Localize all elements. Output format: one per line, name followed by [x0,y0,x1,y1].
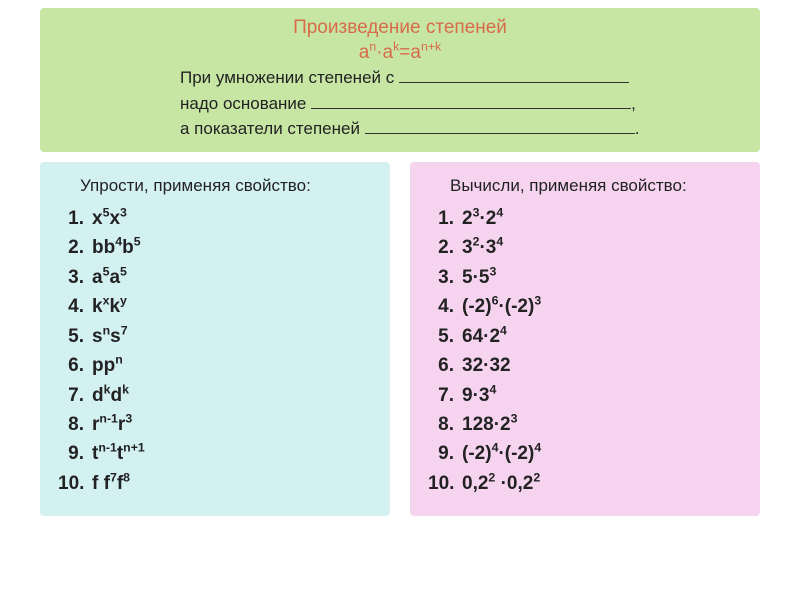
sub2-suffix: , [631,94,636,113]
blank-2 [311,92,631,109]
item-number: 7. [428,381,462,410]
sub-line-1: При умножении степеней с [180,65,740,91]
item-number: 9. [58,439,92,468]
item-number: 1. [428,204,462,233]
item-expression: rn-1r3 [92,410,132,439]
item-expression: (-2)6·(-2)3 [462,292,541,321]
sub2-prefix: надо основание [180,94,311,113]
list-item: 7.dkdk [58,381,372,410]
item-expression: (-2)4·(-2)4 [462,439,541,468]
item-expression: 64·24 [462,322,507,351]
sub1-prefix: При умножении степеней с [180,68,399,87]
item-expression: 9·34 [462,381,496,410]
list-item: 5.64·24 [428,322,742,351]
title-line2: an·ak=an+k [359,42,441,63]
item-number: 2. [428,233,462,262]
list-item: 4.kxky [58,292,372,321]
item-number: 4. [58,292,92,321]
item-expression: dkdk [92,381,129,410]
sub3-suffix: . [635,119,640,138]
list-item: 3.a5a5 [58,263,372,292]
item-number: 8. [428,410,462,439]
item-expression: a5a5 [92,263,127,292]
header-sub: При умножении степеней с надо основание … [60,65,740,142]
item-expression: kxky [92,292,127,321]
left-title: Упрости, применяя свойство: [58,176,372,196]
item-number: 10. [428,469,462,498]
item-expression: 32·32 [462,351,511,380]
list-item: 1.23·24 [428,204,742,233]
list-item: 2.bb4b5 [58,233,372,262]
item-expression: 5·53 [462,263,496,292]
item-number: 9. [428,439,462,468]
item-expression: ppn [92,351,123,380]
item-number: 6. [428,351,462,380]
item-number: 8. [58,410,92,439]
item-expression: 23·24 [462,204,503,233]
item-number: 4. [428,292,462,321]
list-item: 8.128·23 [428,410,742,439]
blank-3 [365,117,635,134]
right-column: Вычисли, применяя свойство: 1.23·242.32·… [410,162,760,516]
item-number: 1. [58,204,92,233]
item-expression: sns7 [92,322,128,351]
list-item: 9.(-2)4·(-2)4 [428,439,742,468]
list-item: 10.0,22 ·0,22 [428,469,742,498]
sub-line-3: а показатели степеней . [180,116,740,142]
item-number: 2. [58,233,92,262]
item-number: 5. [58,322,92,351]
item-number: 7. [58,381,92,410]
right-title: Вычисли, применяя свойство: [428,176,742,196]
list-item: 5.sns7 [58,322,372,351]
list-item: 6.32·32 [428,351,742,380]
header-title: Произведение степеней an·ak=an+k [60,16,740,65]
item-expression: 0,22 ·0,22 [462,469,540,498]
item-expression: 32·34 [462,233,503,262]
list-item: 1.x5x3 [58,204,372,233]
item-expression: 128·23 [462,410,517,439]
list-item: 10.f f7f8 [58,469,372,498]
item-expression: x5x3 [92,204,127,233]
item-expression: bb4b5 [92,233,141,262]
sub3-prefix: а показатели степеней [180,119,365,138]
list-item: 2.32·34 [428,233,742,262]
item-number: 5. [428,322,462,351]
list-item: 7.9·34 [428,381,742,410]
left-column: Упрости, применяя свойство: 1.x5x32.bb4b… [40,162,390,516]
left-list: 1.x5x32.bb4b53.a5a54.kxky5.sns76.ppn7.dk… [58,204,372,498]
list-item: 4.(-2)6·(-2)3 [428,292,742,321]
item-expression: tn-1tn+1 [92,439,145,468]
columns: Упрости, применяя свойство: 1.x5x32.bb4b… [0,158,800,526]
item-number: 3. [428,263,462,292]
list-item: 9.tn-1tn+1 [58,439,372,468]
list-item: 3.5·53 [428,263,742,292]
item-number: 6. [58,351,92,380]
sub-line-2: надо основание , [180,91,740,117]
header-box: Произведение степеней an·ak=an+k При умн… [40,8,760,152]
list-item: 8.rn-1r3 [58,410,372,439]
item-number: 10. [58,469,92,498]
list-item: 6.ppn [58,351,372,380]
item-number: 3. [58,263,92,292]
title-line1: Произведение степеней [293,17,507,38]
item-expression: f f7f8 [92,469,130,498]
blank-1 [399,66,629,83]
right-list: 1.23·242.32·343.5·534.(-2)6·(-2)35.64·24… [428,204,742,498]
